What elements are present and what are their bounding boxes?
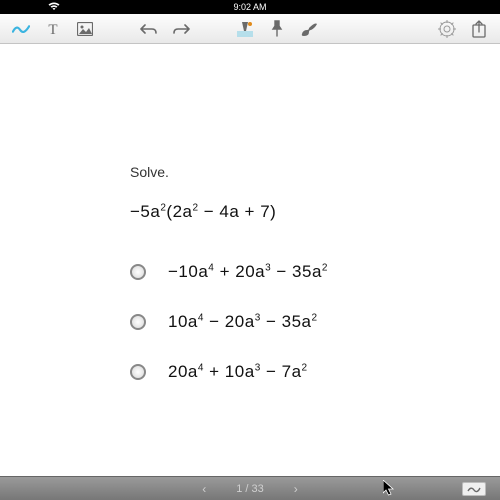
status-bar: 9:02 AM [0,0,500,14]
draw-icon[interactable] [12,20,30,38]
option-label: 10a4 − 20a3 − 35a2 [168,312,318,332]
option-label: 20a4 + 10a3 − 7a2 [168,362,308,382]
tool-group-undo [140,20,190,38]
text-icon[interactable]: T [44,20,62,38]
highlighter-icon[interactable] [236,20,254,38]
radio-icon[interactable] [130,364,146,380]
radio-icon[interactable] [130,314,146,330]
prev-page-button[interactable]: ‹ [202,482,206,496]
brush-icon[interactable] [300,20,318,38]
thumbnail-button[interactable] [462,482,486,496]
wifi-icon [48,2,60,11]
export-icon[interactable] [470,20,488,38]
undo-icon[interactable] [140,20,158,38]
svg-text:T: T [48,22,57,36]
cursor-icon [383,480,395,498]
option-row[interactable]: 20a4 + 10a3 − 7a2 [130,362,500,382]
pin-icon[interactable] [268,20,286,38]
image-icon[interactable] [76,20,94,38]
tool-group-mid [236,20,318,38]
redo-icon[interactable] [172,20,190,38]
page-sep: / [242,483,251,495]
status-time: 9:02 AM [233,2,266,12]
question-prompt: Solve. [130,164,500,180]
option-label: −10a4 + 20a3 − 35a2 [168,262,328,282]
page-total: 33 [252,483,264,495]
question-expression: −5a2(2a2 − 4a + 7) [130,202,500,222]
top-toolbar: T [0,14,500,44]
page-indicator: 1 / 33 [236,483,264,495]
option-row[interactable]: 10a4 − 20a3 − 35a2 [130,312,500,332]
content-area: Solve. −5a2(2a2 − 4a + 7) −10a4 + 20a3 −… [0,44,500,476]
gear-icon[interactable] [438,20,456,38]
option-row[interactable]: −10a4 + 20a3 − 35a2 [130,262,500,282]
pager-bar: ‹ 1 / 33 › [0,476,500,500]
next-page-button[interactable]: › [294,482,298,496]
radio-icon[interactable] [130,264,146,280]
tool-group-left: T [12,20,94,38]
tool-group-right [438,20,488,38]
